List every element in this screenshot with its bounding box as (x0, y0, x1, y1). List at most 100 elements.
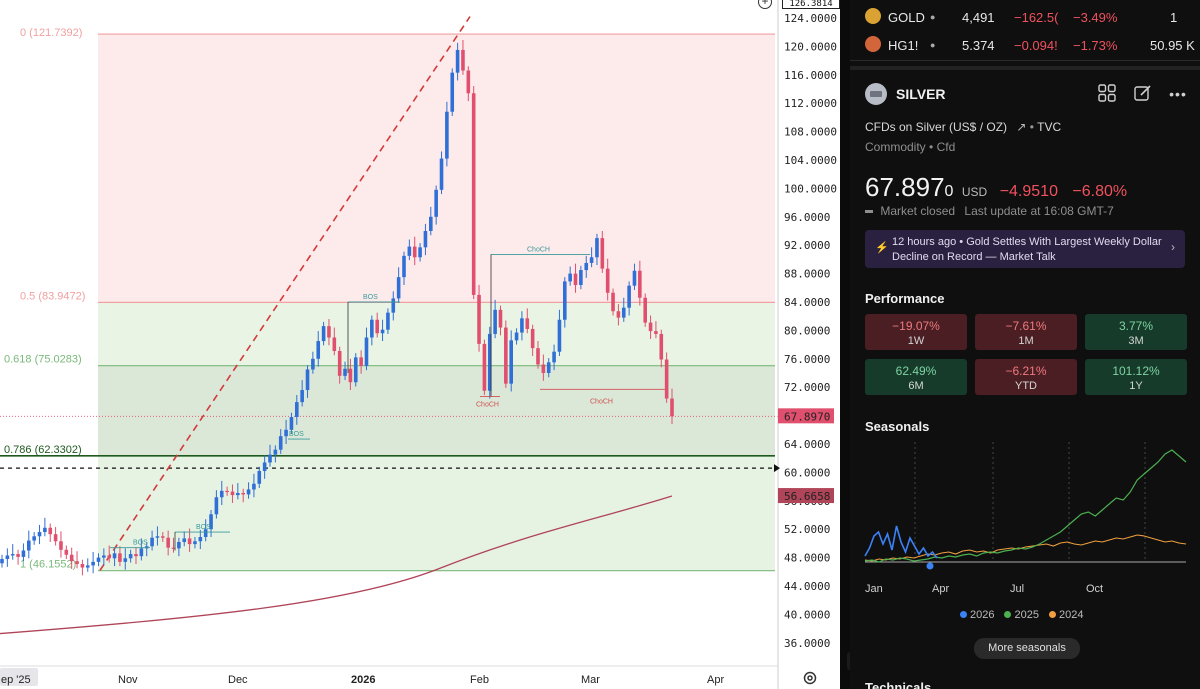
candle-up (5, 555, 10, 560)
candle-up (37, 532, 42, 537)
perf-period: 6M (908, 380, 924, 392)
source-text[interactable]: TVC (1037, 120, 1062, 134)
candle-up (177, 541, 181, 549)
candle-up (102, 555, 106, 558)
candle-up (182, 538, 187, 542)
candle-up (123, 558, 128, 562)
price-chart[interactable]: 0 (121.7392) 0.5 (83.9472) 0.618 (75.0283)… (0, 0, 840, 689)
more-seasonals-button[interactable]: More seasonals (974, 638, 1080, 659)
candle-down (605, 268, 610, 293)
structure-label: BOS (196, 524, 211, 531)
candle-up (343, 368, 347, 376)
perf-cell-1m[interactable]: −7.61% 1M (975, 314, 1077, 350)
candle-down (412, 246, 417, 258)
edit-icon[interactable] (1133, 84, 1153, 104)
status-dot-icon: ● (930, 40, 936, 50)
candle-down (134, 554, 138, 557)
more-options-icon[interactable]: ••• (1169, 86, 1187, 102)
perf-value: −19.07% (892, 319, 940, 333)
perf-cell-6m[interactable]: 62.49% 6M (865, 359, 967, 395)
lightning-icon: ⚡ (875, 242, 889, 254)
grid-layout-icon[interactable] (1097, 84, 1117, 104)
candle-up (520, 318, 524, 333)
candle-down (530, 328, 535, 349)
price-axis-label: 72.0000 (784, 381, 830, 394)
candle-up (418, 247, 422, 258)
legend-dot-icon (960, 611, 967, 618)
price-axis-label: 36.0000 (784, 637, 830, 650)
current-price-tag (778, 408, 834, 424)
candle-up (316, 341, 321, 359)
price-display: 67.8970 USD −4.9510 −6.80% (865, 172, 1127, 203)
structure-label: BOS (289, 431, 304, 438)
fib-level-label: 0 (121.7392) (20, 27, 82, 39)
price-axis-label: 100.0000 (784, 182, 837, 195)
separator-dot: • (929, 140, 937, 154)
candle-up (370, 319, 374, 338)
fib-zone-mid (98, 302, 775, 366)
candle-up (128, 554, 133, 559)
candle-up (621, 307, 626, 318)
candle-down (59, 541, 63, 550)
watchlist-change-pct: −1.73% (1073, 38, 1118, 53)
candle-down (600, 238, 605, 269)
time-axis-label: Apr (707, 674, 724, 686)
status-dot-icon: ● (930, 12, 936, 22)
candle-up (209, 514, 213, 530)
candle-up (589, 257, 594, 263)
settings-gear-icon[interactable] (802, 670, 818, 686)
chart-canvas[interactable]: 0 (121.7392) 0.5 (83.9472) 0.618 (75.0283)… (0, 0, 840, 689)
symbol-description: CFDs on Silver (US$ / OZ) ↗ • TVC (865, 120, 1061, 134)
price-axis-label: 92.0000 (784, 239, 830, 252)
subcategory-text[interactable]: Cfd (936, 140, 956, 154)
candle-down (171, 547, 176, 549)
candle-up (43, 527, 47, 533)
perf-period: 1M (1018, 335, 1034, 347)
news-headline-card[interactable]: ⚡ 12 hours ago • Gold Settles With Large… (865, 230, 1185, 268)
symbol-name[interactable]: SILVER (896, 86, 946, 102)
legend-year: 2024 (1058, 609, 1084, 621)
candle-down (187, 538, 192, 545)
candle-up (364, 337, 369, 366)
panel-drag-handle[interactable] (850, 66, 1200, 70)
candle-up (252, 483, 256, 490)
perf-period: YTD (1015, 380, 1037, 392)
seasonals-chart[interactable]: Jan Apr Jul Oct (850, 436, 1200, 606)
panel-splitter[interactable] (840, 0, 850, 689)
candle-up (396, 277, 401, 299)
candle-up (552, 351, 556, 363)
perf-cell-1w[interactable]: −19.07% 1W (865, 314, 967, 350)
watchlist-change-pct: −3.49% (1073, 10, 1118, 25)
candle-down (498, 309, 503, 328)
candle-down (648, 322, 653, 332)
candle-up (85, 565, 90, 568)
market-status-text: Market closed (880, 204, 956, 218)
category-text[interactable]: Commodity (865, 140, 926, 154)
watchlist-row-hg1[interactable]: HG1! ● 5.374 −0.094! −1.73% 50.95 K (850, 30, 1200, 58)
watchlist-row-gold[interactable]: GOLD ● 4,491 −162.5( −3.49% 1 (850, 2, 1200, 30)
current-price-value: 67.8970 (784, 410, 830, 423)
perf-value: 3.77% (1118, 319, 1154, 333)
perf-cell-1y[interactable]: 101.12% 1Y (1085, 359, 1187, 395)
candle-down (161, 536, 165, 538)
candle-up (219, 490, 224, 498)
candle-up (546, 362, 551, 373)
add-crosshair-icon[interactable]: + (758, 0, 772, 9)
gold-icon (865, 8, 881, 24)
candle-up (493, 309, 497, 334)
level-marker-icon (774, 464, 780, 473)
external-link-icon[interactable]: ↗ (1016, 120, 1027, 134)
candle-up (300, 390, 304, 403)
market-status: Market closed Last update at 16:08 GMT-7 (865, 204, 1114, 218)
perf-period: 1W (907, 335, 925, 347)
last-price-small-digit: 0 (944, 183, 954, 200)
seasonals-month-label: Jul (1010, 583, 1024, 595)
perf-cell-ytd[interactable]: −6.21% YTD (975, 359, 1077, 395)
structure-label: BOS (133, 540, 148, 547)
last-update-text: Last update at 16:08 GMT-7 (964, 204, 1114, 218)
legend-year: 2026 (970, 609, 995, 621)
perf-cell-3m[interactable]: 3.77% 3M (1085, 314, 1187, 350)
price-axis-label: 88.0000 (784, 268, 830, 281)
candle-down (541, 364, 546, 373)
candle-down (525, 318, 530, 329)
